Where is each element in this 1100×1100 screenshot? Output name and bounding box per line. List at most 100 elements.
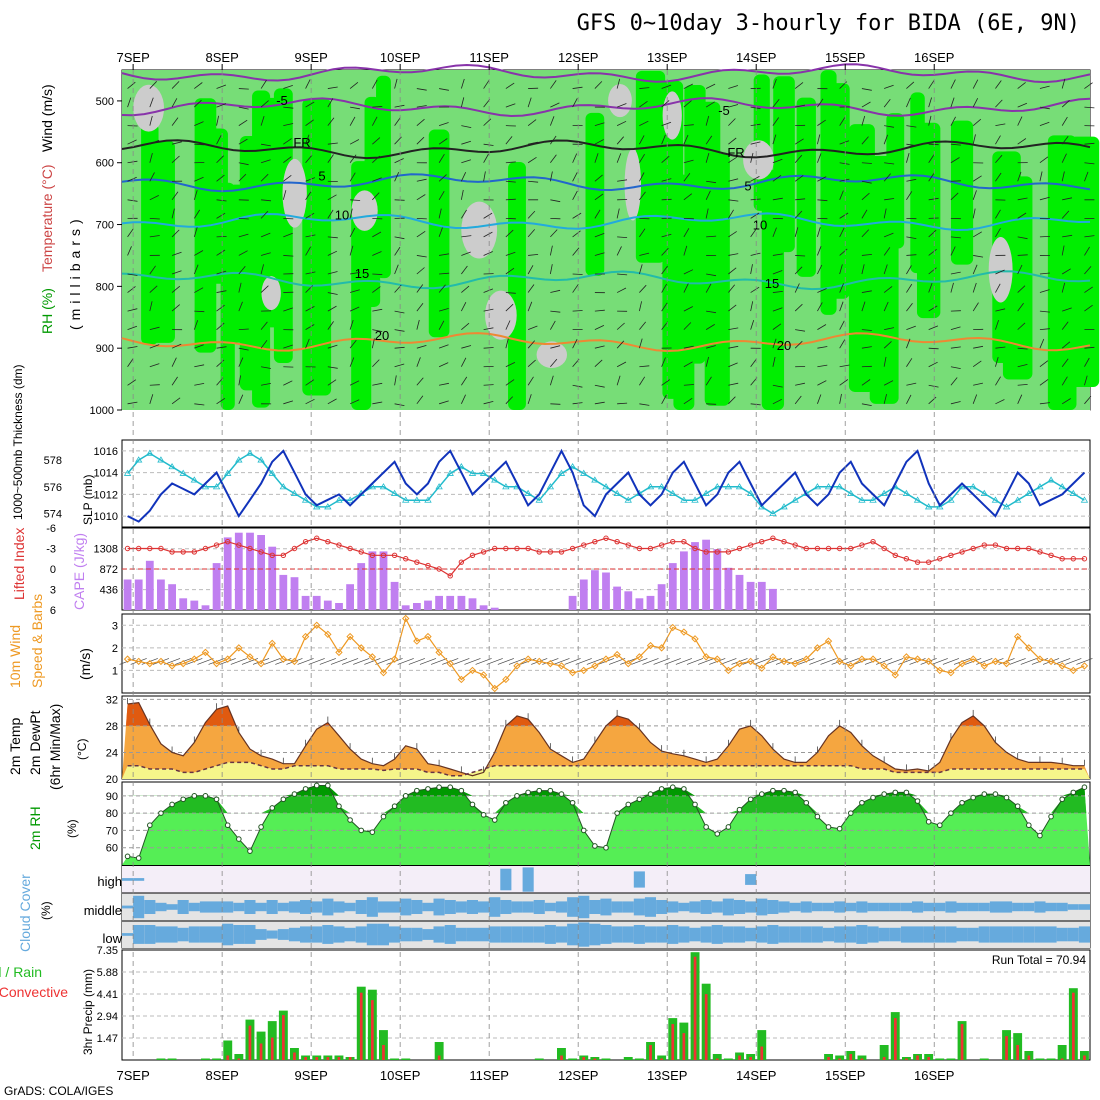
cloud-bar [144,925,156,944]
wind-barb [861,229,870,238]
wind-barb [394,117,401,126]
wind10-point [157,657,165,666]
li-point [1037,549,1043,555]
upper-ylabel-temp: Temperature (°C) [39,164,55,272]
wind-barb [861,329,872,331]
cloud-bar [967,927,979,942]
wind10-point [824,637,833,645]
precip-conv-bar [226,1055,230,1060]
precip-conv-bar [248,1025,252,1060]
thickness-point [835,483,844,490]
isotherm-line [121,173,1091,193]
temp2m-panel [122,697,1090,779]
slp-ylabel: 1000~500mb Thickness (dm) SLP (mb) [11,364,95,525]
wind-barb [638,301,642,312]
cloud-bar [700,926,712,943]
wind-barb [283,232,293,238]
wind-barb [795,329,806,332]
rh2m-point [959,799,965,806]
wind-barb [572,273,583,275]
wind-barb [149,363,160,368]
upper-ylabel-unit: (millibars) [67,214,83,330]
wind-barb [549,171,553,182]
wind10-barb [898,658,915,665]
rh2m-band-90 [127,785,1086,796]
cloud-bar [1034,901,1046,913]
wind-barb [305,338,310,349]
li-point [725,549,732,555]
thickness-point [646,483,655,490]
cape-bar [568,595,577,610]
wind-barb [906,178,917,182]
rh-dry-patch [133,84,165,132]
wind-barb [372,231,382,238]
wind10-barb [430,658,448,665]
slp-tick-label: 1012 [94,489,118,501]
li-tick-label: -6 [46,523,56,535]
wind-barb [1084,286,1093,293]
wind-barb [371,116,378,126]
wind10-barb [241,658,259,665]
wind-barb [995,356,999,367]
cloud-bar [745,927,757,942]
wind10-barb [753,658,770,665]
wind10-point [591,662,599,670]
temp-fill [122,702,1090,779]
wind10-barb [942,658,960,665]
wind-barb [549,116,555,126]
wind-barb [839,140,850,145]
wind-barb [616,78,621,89]
wind-tick-label: 1 [112,665,118,677]
wind10-point [524,655,532,663]
surface-strip [122,410,1090,438]
wind-barb [327,209,334,219]
wind-barb [706,310,717,314]
wind-barb [260,321,268,330]
wind-barb [461,285,470,293]
wind-barb [305,154,313,163]
date-label-bottom: 15SEP [825,1068,865,1083]
wind-barb [661,100,670,108]
wind-barb [839,283,844,293]
rh2m-point [269,805,276,811]
precip-conv-bar [671,1024,675,1060]
rh2m-point [236,836,242,842]
wind-barb [527,394,532,404]
li-point [336,542,342,548]
thickness-point [468,469,477,476]
wind-barb [238,88,249,90]
wind-barb [1039,121,1050,127]
wind-barb [283,400,294,405]
li-point [1059,556,1065,562]
wind-barb [416,395,424,405]
wind-barb [883,394,887,404]
wind-barb [683,306,693,312]
rh2m-point [425,786,431,792]
wind-barb [349,81,359,89]
wind-barb [772,99,780,108]
rh2m-point [714,831,721,837]
rh2m-point [180,796,186,803]
cape-bar [401,605,410,610]
precip-panel [122,952,1090,1060]
wind-barb [750,286,760,293]
wind-barb [683,83,693,89]
precip-conv-bar [259,1043,263,1060]
precip-conv-bar [827,1057,830,1060]
rh2m-point [736,806,743,813]
wind10-point [1025,644,1033,652]
li-point [558,549,565,555]
wind-barb [995,308,1006,312]
wind-barb [327,236,338,239]
thickness-point [201,483,210,490]
rh-moist-patch [829,83,850,299]
wind-barb [416,284,424,293]
wind-barb [527,229,536,238]
wind-barb [884,327,895,331]
wind-barb [683,100,692,108]
wind-barb [327,344,338,349]
wind10-point [413,637,421,645]
cloud-bar [667,925,679,944]
li-point [191,549,198,555]
li-point [258,549,264,555]
